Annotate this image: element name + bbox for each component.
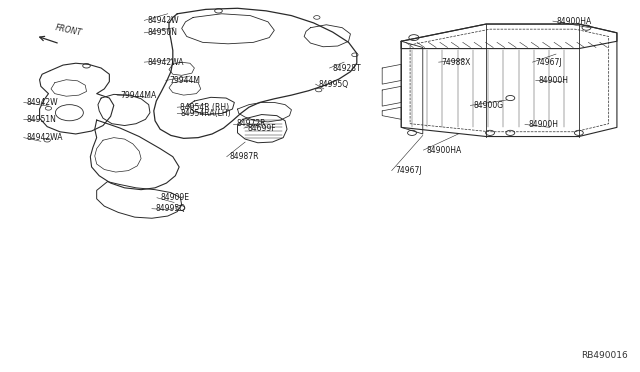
Text: 84942WA: 84942WA bbox=[27, 133, 63, 142]
Text: 84987R: 84987R bbox=[230, 152, 259, 161]
Text: 84699F: 84699F bbox=[247, 124, 276, 132]
Text: 84942W: 84942W bbox=[147, 16, 179, 25]
Text: 84995Q: 84995Q bbox=[319, 80, 349, 89]
Text: 84972R: 84972R bbox=[236, 119, 266, 128]
Text: 84900HA: 84900HA bbox=[556, 17, 591, 26]
Text: 84995Q: 84995Q bbox=[155, 204, 185, 213]
Text: 84942WA: 84942WA bbox=[147, 58, 184, 67]
Text: 84942W: 84942W bbox=[27, 98, 58, 107]
Text: 84900G: 84900G bbox=[474, 101, 504, 110]
Text: 84950N: 84950N bbox=[147, 28, 177, 37]
Text: RB490016: RB490016 bbox=[581, 351, 628, 360]
Text: 84909E: 84909E bbox=[160, 193, 189, 202]
Text: 84951N: 84951N bbox=[27, 115, 57, 124]
Text: 84928T: 84928T bbox=[333, 64, 362, 73]
Text: 84900H: 84900H bbox=[528, 120, 558, 129]
Text: 84954R (RH): 84954R (RH) bbox=[180, 103, 230, 112]
Text: 74967J: 74967J bbox=[536, 58, 563, 67]
Text: 74967J: 74967J bbox=[395, 166, 422, 175]
Text: 79944M: 79944M bbox=[169, 76, 200, 85]
Text: 84954RA(LH): 84954RA(LH) bbox=[180, 109, 231, 118]
Text: 79944MA: 79944MA bbox=[120, 91, 156, 100]
Text: 84900HA: 84900HA bbox=[427, 145, 462, 155]
Text: 84900H: 84900H bbox=[539, 76, 569, 85]
Text: 74988X: 74988X bbox=[442, 58, 471, 67]
Text: FRONT: FRONT bbox=[55, 23, 83, 38]
